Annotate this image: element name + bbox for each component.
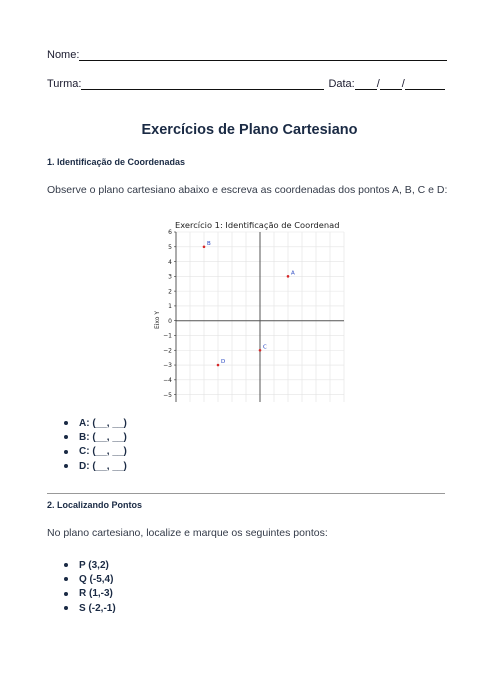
- answer-item-b: B: (__, __): [47, 430, 127, 444]
- section1-instruction: Observe o plano cartesiano abaixo e escr…: [47, 184, 448, 196]
- answer-label: B:: [79, 431, 90, 443]
- y-tick-label: −3: [163, 362, 172, 369]
- date-sep-2: /: [401, 78, 405, 90]
- y-tick-label: 3: [168, 274, 172, 281]
- bullet: [64, 421, 68, 426]
- answer-item-c: C: (__, __): [47, 445, 127, 459]
- class-row: Turma: Data: / /: [47, 78, 445, 90]
- y-tick-label: −4: [163, 377, 172, 384]
- answer-blank: (__, __): [92, 460, 127, 472]
- point-label-a: A: [291, 270, 295, 276]
- answer-item-a: A: (__, __): [47, 416, 127, 430]
- class-blank: [81, 78, 325, 90]
- point-text: Q (-5,4): [79, 573, 114, 585]
- bullet: [64, 464, 68, 469]
- name-row: Nome:: [47, 49, 448, 61]
- data-point-d: [216, 363, 220, 367]
- point-text: S (-2,-1): [79, 602, 116, 614]
- answer-label: C:: [79, 446, 90, 458]
- date-sep-1: /: [376, 78, 380, 90]
- answer-item-d: D: (__, __): [47, 459, 127, 473]
- y-tick-label: 1: [168, 303, 172, 310]
- answer-blank: (__, __): [92, 431, 127, 443]
- point-item-r: R (1,-3): [47, 587, 116, 601]
- y-tick-label: −2: [163, 347, 172, 354]
- chart-title: Exercício 1: Identificação de Coordenad: [175, 220, 339, 230]
- name-blank: [79, 49, 448, 61]
- section2-heading: 2. Localizando Pontos: [47, 500, 143, 510]
- cartesian-chart: 6 5 4 3 2 1 0 −1 −2 −3 −4 −5 A B C D Exercício 1: Iden…: [154, 220, 345, 402]
- answer-label: A:: [79, 417, 90, 429]
- date-month-blank: [379, 78, 402, 90]
- data-point-b: [202, 245, 206, 249]
- chart-y-axis-label: Eixo Y: [154, 311, 161, 329]
- answer-blank: (__, __): [92, 446, 127, 458]
- points-list: P (3,2) Q (-5,4) R (1,-3) S (-2,-1): [47, 558, 116, 615]
- page-title: Exercícios de Plano Cartesiano: [141, 122, 358, 138]
- class-label: Turma:: [47, 78, 82, 90]
- date-label: Data:: [328, 78, 355, 90]
- y-tick-label: 5: [168, 244, 172, 251]
- name-label: Nome:: [47, 49, 80, 61]
- answer-list: A: (__, __) B: (__, __) C: (__, __) D: (…: [47, 416, 127, 473]
- point-label-b: B: [207, 241, 211, 247]
- bullet: [64, 449, 68, 454]
- data-point-a: [286, 275, 290, 278]
- y-tick-label: −1: [163, 333, 172, 340]
- answer-label: D:: [79, 460, 90, 472]
- data-point-c: [258, 348, 262, 352]
- bullet: [64, 435, 68, 440]
- answer-blank: (__, __): [92, 417, 127, 429]
- point-text: R (1,-3): [79, 588, 113, 600]
- point-item-p: P (3,2): [47, 558, 116, 572]
- point-item-q: Q (-5,4): [47, 572, 116, 586]
- y-tick-label: 2: [168, 288, 172, 295]
- y-tick-label: 6: [168, 229, 172, 236]
- bullet: [64, 563, 68, 568]
- bullet: [64, 577, 68, 582]
- point-item-s: S (-2,-1): [47, 601, 116, 615]
- section-divider: [47, 493, 445, 494]
- y-tick-label: 4: [168, 259, 172, 266]
- y-tick-label: −5: [163, 392, 172, 399]
- date-year-blank: [404, 78, 445, 90]
- section1-heading: 1. Identificação de Coordenadas: [47, 157, 186, 167]
- point-label-c: C: [263, 344, 267, 350]
- point-text: P (3,2): [79, 559, 109, 571]
- date-day-blank: [354, 78, 377, 90]
- section2-instruction: No plano cartesiano, localize e marque o…: [47, 527, 328, 539]
- y-tick-label: 0: [168, 318, 172, 325]
- bullet: [64, 606, 68, 611]
- bullet: [64, 591, 68, 596]
- point-label-d: D: [221, 359, 225, 365]
